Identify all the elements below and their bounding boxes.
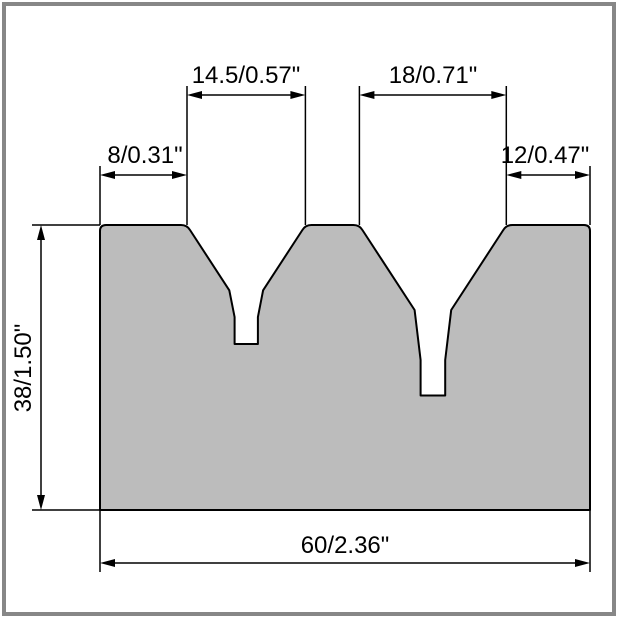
dim-label-38: 38/1.50" bbox=[10, 324, 37, 413]
dim-label-14-5: 14.5/0.57" bbox=[192, 62, 301, 89]
dim-width: 60/2.36" bbox=[100, 510, 590, 572]
dim-label-8: 8/0.31" bbox=[107, 142, 182, 169]
dim-mid-right: 12/0.47" bbox=[501, 142, 590, 225]
dim-top-right: 18/0.71" bbox=[359, 62, 506, 225]
die-cross-section bbox=[100, 225, 590, 510]
dim-label-18: 18/0.71" bbox=[389, 62, 478, 89]
dim-top-left: 14.5/0.57" bbox=[187, 62, 305, 225]
engineering-diagram: 14.5/0.57" 18/0.71" 8/0.31" 12/0.47" 60/… bbox=[0, 0, 618, 618]
dim-label-60: 60/2.36" bbox=[301, 532, 390, 559]
dim-height: 38/1.50" bbox=[10, 225, 100, 510]
dim-label-12: 12/0.47" bbox=[501, 142, 590, 169]
dim-mid-left: 8/0.31" bbox=[100, 142, 187, 225]
